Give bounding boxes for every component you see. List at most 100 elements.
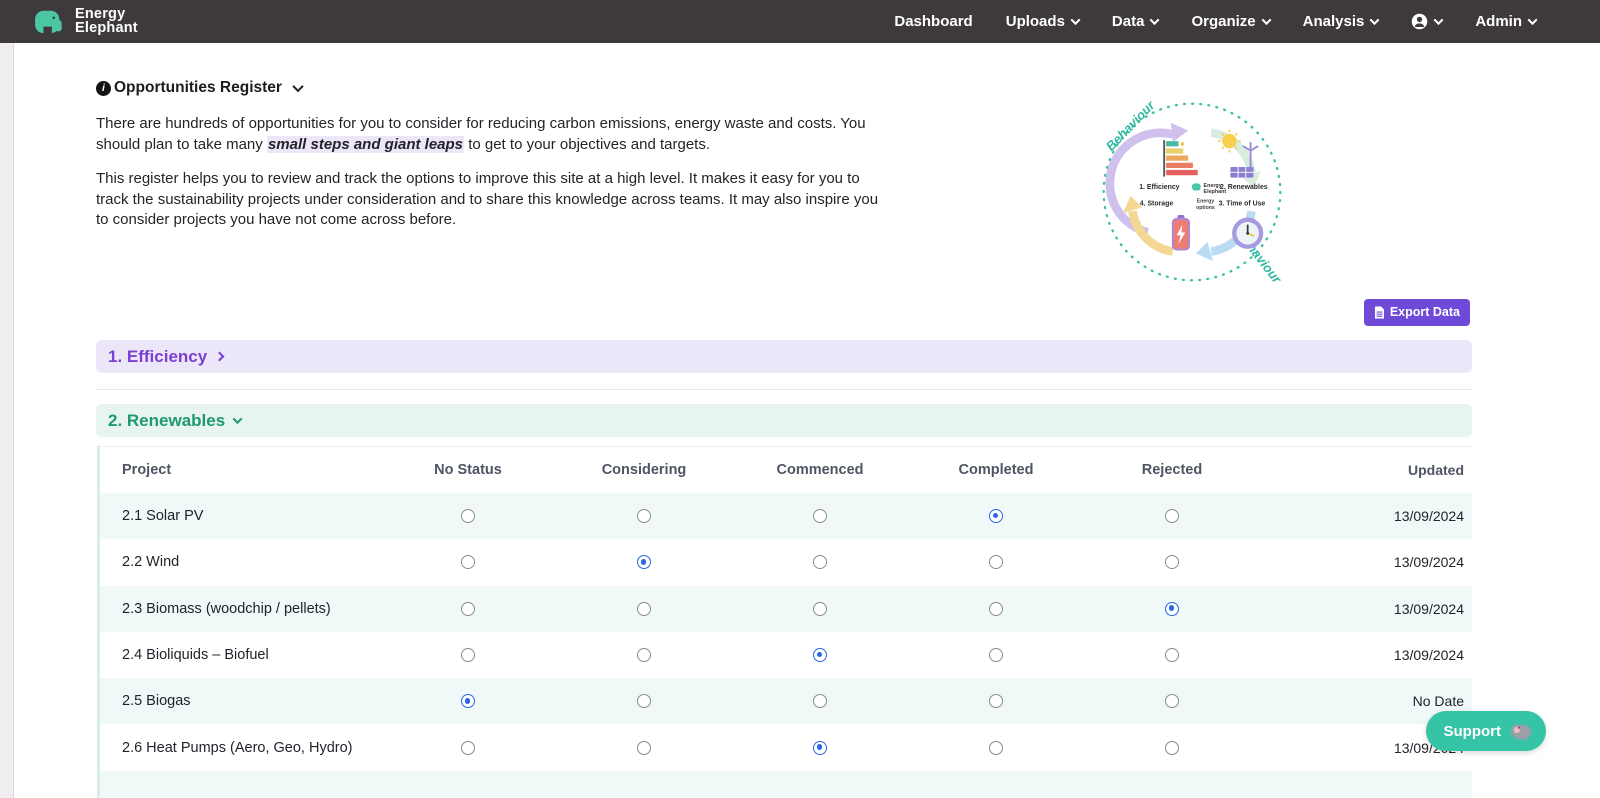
nav-item-admin[interactable]: Admin <box>1475 13 1538 30</box>
radio-commenced[interactable] <box>813 740 827 755</box>
section-label: 1. Efficiency <box>108 346 208 366</box>
top-navbar: Energy Elephant Dashboard Uploads Data O… <box>0 0 1600 43</box>
nav-item-analysis[interactable]: Analysis <box>1302 13 1380 30</box>
brand-logo[interactable]: Energy Elephant <box>34 6 138 36</box>
export-row: Export Data <box>1363 299 1470 326</box>
radio-completed[interactable] <box>989 509 1003 524</box>
radio-considering[interactable] <box>637 740 651 755</box>
col-rejected: Rejected <box>1141 462 1203 478</box>
nav-label: Admin <box>1475 13 1522 30</box>
radio-no-status[interactable] <box>461 509 475 524</box>
section-renewables[interactable]: 2. Renewables <box>96 404 1472 437</box>
radio-considering[interactable] <box>637 648 651 663</box>
dashed-circle <box>1102 102 1282 282</box>
table-row: 2.2 Wind 13/09/2024 <box>100 539 1472 585</box>
radio-rejected[interactable] <box>1165 740 1179 755</box>
nav-label: Data <box>1111 13 1145 30</box>
chevron-down-icon <box>1070 15 1081 26</box>
elephant-emoji-icon <box>1510 724 1531 741</box>
radio-considering[interactable] <box>637 555 651 570</box>
col-completed: Completed <box>958 462 1034 478</box>
radio-rejected[interactable] <box>1165 509 1179 524</box>
project-cell: 2.2 Wind <box>122 554 180 571</box>
radio-considering[interactable] <box>637 601 651 616</box>
center-label-line1: Energy <box>1197 199 1215 205</box>
radio-completed[interactable] <box>989 694 1003 709</box>
project-cell: 2.6 Heat Pumps (Aero, Geo, Hydro) <box>122 739 353 756</box>
opportunities-register-header[interactable]: i Opportunities Register <box>96 79 304 97</box>
radio-rejected[interactable] <box>1165 694 1179 709</box>
chevron-right-icon <box>214 351 225 362</box>
radio-rejected[interactable] <box>1165 601 1179 616</box>
center-label-line2: options <box>1196 205 1215 211</box>
radio-no-status[interactable] <box>461 601 475 616</box>
renewables-icon <box>1217 129 1259 178</box>
nav-item-data[interactable]: Data <box>1111 13 1160 30</box>
section-efficiency[interactable]: 1. Efficiency <box>96 340 1472 373</box>
radio-commenced[interactable] <box>813 694 827 709</box>
nav-item-user-menu[interactable] <box>1411 13 1444 30</box>
diagram-label-storage: 4. Storage <box>1140 200 1174 207</box>
diagram-label-efficiency: 1. Efficiency <box>1139 184 1179 191</box>
radio-commenced[interactable] <box>813 509 827 524</box>
table-row: 2.4 Bioliquids – Biofuel 13/09/2024 <box>100 632 1472 678</box>
table-row: 2.3 Biomass (woodchip / pellets) 13/09/2… <box>100 585 1472 632</box>
col-updated: Updated <box>1408 462 1464 478</box>
table-row: 2.6 Heat Pumps (Aero, Geo, Hydro) 13/09/… <box>100 724 1472 770</box>
radio-commenced[interactable] <box>813 555 827 570</box>
radio-considering[interactable] <box>637 694 651 709</box>
radio-rejected[interactable] <box>1165 555 1179 570</box>
radio-no-status[interactable] <box>461 555 475 570</box>
center-brand-line2: Elephant <box>1204 189 1227 195</box>
radio-no-status[interactable] <box>461 694 475 709</box>
radio-completed[interactable] <box>989 555 1003 570</box>
nav-label: Analysis <box>1302 13 1365 30</box>
highlighted-phrase: small steps and giant leaps <box>266 135 465 153</box>
col-commenced: Commenced <box>776 462 864 478</box>
battery-storage-icon <box>1171 215 1191 251</box>
energy-options-diagram: Behaviour Behaviour <box>1102 97 1285 287</box>
radio-considering[interactable] <box>637 509 651 524</box>
export-data-button[interactable]: Export Data <box>1363 299 1470 326</box>
opportunities-table: Project No Status Considering Commenced … <box>97 446 1472 798</box>
page-title: Opportunities Register <box>114 79 282 96</box>
project-cell: 2.4 Bioliquids – Biofuel <box>122 647 269 664</box>
intro-text: to get to your objectives and targets. <box>464 135 711 153</box>
updated-cell: 13/09/2024 <box>1393 554 1464 571</box>
nav-label: Organize <box>1191 13 1256 30</box>
col-considering: Considering <box>601 462 687 478</box>
brand-line-1: Energy <box>75 6 126 22</box>
clock-icon <box>1232 217 1264 249</box>
radio-completed[interactable] <box>989 601 1003 616</box>
export-label: Export Data <box>1389 305 1460 319</box>
section-divider <box>96 389 1472 390</box>
updated-cell: 13/09/2024 <box>1393 647 1464 664</box>
radio-commenced[interactable] <box>813 601 827 616</box>
intro-paragraph-2: This register helps you to review and tr… <box>96 170 879 229</box>
info-icon[interactable]: i <box>96 80 111 96</box>
radio-completed[interactable] <box>989 648 1003 663</box>
diagram-label-time-of-use: 3. Time of Use <box>1219 200 1266 207</box>
radio-commenced[interactable] <box>813 648 827 663</box>
radio-completed[interactable] <box>989 740 1003 755</box>
chevron-down-icon <box>1527 15 1538 26</box>
updated-cell: 13/09/2024 <box>1393 600 1464 617</box>
nav-menu: Dashboard Uploads Data Organize Analysis… <box>894 13 1538 30</box>
chevron-down-icon <box>232 414 243 425</box>
updated-cell: No Date <box>1412 693 1464 710</box>
radio-rejected[interactable] <box>1165 648 1179 663</box>
nav-item-organize[interactable]: Organize <box>1191 13 1272 30</box>
nav-item-uploads[interactable]: Uploads <box>1006 13 1081 30</box>
brand-line-2: Elephant <box>75 19 138 36</box>
table-header: Project No Status Considering Commenced … <box>100 447 1472 493</box>
user-icon <box>1412 13 1428 30</box>
chevron-down-icon <box>1261 15 1272 26</box>
nav-label: Dashboard <box>894 13 973 30</box>
support-button[interactable]: Support <box>1425 711 1546 751</box>
nav-item-dashboard[interactable]: Dashboard <box>894 13 972 30</box>
efficiency-rating-icon <box>1163 140 1198 177</box>
radio-no-status[interactable] <box>461 648 475 663</box>
support-label: Support <box>1443 722 1502 740</box>
radio-no-status[interactable] <box>461 740 475 755</box>
